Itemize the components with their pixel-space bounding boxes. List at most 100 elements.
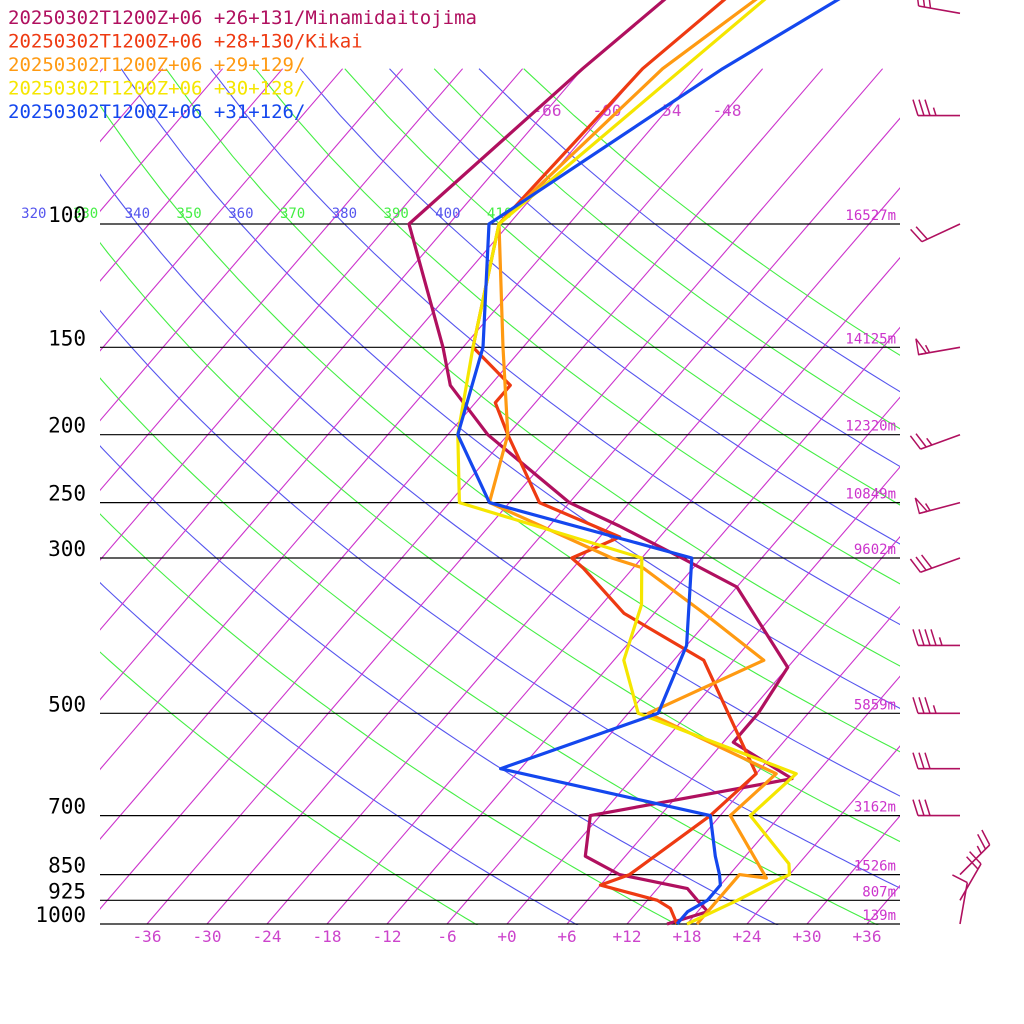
temperature-tick: -18: [313, 927, 342, 946]
pressure-label: 250: [48, 482, 86, 506]
dry-adiabat: [100, 104, 900, 753]
isotherm: [100, 68, 704, 771]
wind-barb: [912, 629, 960, 647]
isotherm: [100, 68, 404, 422]
dry-adiabat: [100, 377, 879, 925]
isotherm: [446, 396, 900, 925]
pressure-label: 500: [48, 692, 86, 716]
wind-barb: [910, 223, 961, 243]
upper-temperature-label: -54: [653, 101, 682, 120]
theta-label: 390: [384, 206, 409, 222]
dry-adiabat: [523, 68, 900, 356]
height-label: 3162m: [854, 800, 896, 816]
pressure-label: 100: [48, 203, 86, 227]
dry-adiabat: [100, 173, 900, 797]
dry-adiabat: [299, 68, 900, 545]
theta-label: 350: [176, 206, 201, 222]
wind-barb: [959, 851, 982, 901]
temperature-tick: +24: [733, 927, 762, 946]
pressure-label: 850: [48, 854, 86, 878]
wind-barb: [912, 99, 960, 117]
pressure-label: 700: [48, 795, 86, 819]
isotherm: [626, 605, 900, 925]
wind-barb: [915, 338, 961, 356]
temperature-tick: +18: [673, 927, 702, 946]
temperature-tick: -6: [437, 927, 456, 946]
dry-adiabat: [100, 445, 779, 925]
isotherm: [806, 815, 900, 925]
dry-adiabat: [120, 68, 900, 709]
wind-barb: [914, 497, 961, 515]
wind-barb: [912, 752, 960, 770]
wind-barb: [917, 0, 961, 15]
isotherms: [100, 68, 1024, 925]
pressure-label: 925: [48, 879, 86, 903]
dry-adiabat: [344, 68, 900, 506]
isotherm: [100, 68, 344, 352]
isotherm: [686, 675, 900, 925]
isotherm: [100, 68, 764, 840]
theta-label: 360: [228, 206, 253, 222]
height-label: 1526m: [854, 859, 896, 875]
height-label: 14125m: [845, 331, 896, 347]
theta-label: 340: [125, 206, 150, 222]
series-line: [456, 0, 798, 926]
wind-barb: [959, 829, 991, 876]
legend-entry: 20250302T1200Z+06 +29+129/: [8, 54, 305, 76]
legend: 20250302T1200Z+06 +26+131/Minamidaitojim…: [8, 7, 477, 123]
height-label: 12320m: [845, 419, 896, 435]
wind-barbs: [909, 0, 991, 925]
temperature-tick: +0: [497, 927, 516, 946]
dry-adiabat: [100, 581, 579, 925]
isotherm: [506, 466, 900, 925]
wind-barb: [909, 433, 961, 450]
pressure-label: 150: [48, 326, 86, 350]
legend-entry: 20250302T1200Z+06 +28+130/Kikai: [8, 31, 363, 53]
height-label: 16527m: [845, 208, 896, 224]
soundings: [407, 0, 841, 926]
height-label: 5859m: [854, 697, 896, 713]
dry-adiabat: [254, 68, 900, 585]
height-labels: 16527m 14125m 12320m 10849m 9602m 5859m 3162m 1…: [845, 208, 896, 924]
series-line: [487, 0, 778, 926]
isotherm: [987, 69, 1024, 924]
wind-barb: [912, 697, 960, 715]
isotherm: [100, 68, 464, 492]
wind-barb: [912, 799, 960, 817]
isotherm: [927, 69, 1024, 924]
dry-adiabat: [100, 309, 900, 889]
isotherm: [566, 535, 900, 925]
theta-label: 400: [435, 206, 460, 222]
temperature-tick: -24: [253, 927, 282, 946]
series-line: [471, 0, 758, 925]
dry-adiabat: [165, 68, 900, 667]
dry-adiabat: [210, 68, 900, 626]
wind-barb: [909, 554, 961, 574]
dry-adiabat: [100, 651, 479, 925]
temperature-tick: +12: [613, 927, 642, 946]
temperature-tick: +6: [557, 927, 576, 946]
height-label: 10849m: [845, 487, 896, 503]
isotherm: [100, 68, 644, 701]
series-line: [456, 0, 841, 926]
isotherm: [100, 68, 584, 631]
dry-adiabat: [100, 513, 679, 925]
temperature-tick: +30: [793, 927, 822, 946]
height-label: 807m: [862, 884, 896, 900]
temperature-tick: -30: [193, 927, 222, 946]
isotherm: [146, 68, 884, 925]
height-label: 139m: [862, 908, 896, 924]
isotherm: [100, 68, 524, 561]
isobars: [100, 223, 900, 925]
dry-adiabat: [389, 68, 900, 468]
isotherm: [326, 256, 900, 925]
series-line: [407, 0, 794, 926]
pressure-label: 1000: [35, 903, 86, 927]
upper-temperature-labels: -66 -60 -54 -48: [533, 101, 742, 120]
isotherm: [266, 187, 900, 925]
isotherm: [100, 68, 824, 910]
isotherm: [386, 326, 900, 925]
isotherm: [746, 745, 900, 925]
